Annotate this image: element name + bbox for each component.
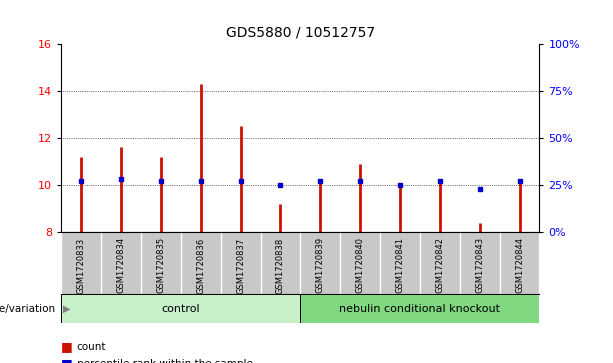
Title: GDS5880 / 10512757: GDS5880 / 10512757 xyxy=(226,26,375,40)
Text: GSM1720834: GSM1720834 xyxy=(116,237,126,293)
Text: GSM1720844: GSM1720844 xyxy=(515,237,524,293)
Text: ▶: ▶ xyxy=(63,303,70,314)
Text: genotype/variation: genotype/variation xyxy=(0,303,55,314)
Text: GSM1720838: GSM1720838 xyxy=(276,237,285,294)
Text: GSM1720833: GSM1720833 xyxy=(77,237,86,294)
Text: count: count xyxy=(77,342,106,352)
Text: GSM1720839: GSM1720839 xyxy=(316,237,325,293)
Text: GSM1720836: GSM1720836 xyxy=(196,237,205,294)
Text: percentile rank within the sample: percentile rank within the sample xyxy=(77,359,253,363)
Text: nebulin conditional knockout: nebulin conditional knockout xyxy=(340,303,500,314)
Text: GSM1720843: GSM1720843 xyxy=(475,237,484,293)
Text: ■: ■ xyxy=(61,357,73,363)
Bar xyxy=(61,294,300,323)
Text: GSM1720840: GSM1720840 xyxy=(356,237,365,293)
Bar xyxy=(300,294,539,323)
Text: GSM1720835: GSM1720835 xyxy=(156,237,166,293)
Text: control: control xyxy=(161,303,200,314)
Text: ■: ■ xyxy=(61,340,73,353)
Text: GSM1720841: GSM1720841 xyxy=(395,237,405,293)
Text: GSM1720842: GSM1720842 xyxy=(435,237,444,293)
Text: GSM1720837: GSM1720837 xyxy=(236,237,245,294)
